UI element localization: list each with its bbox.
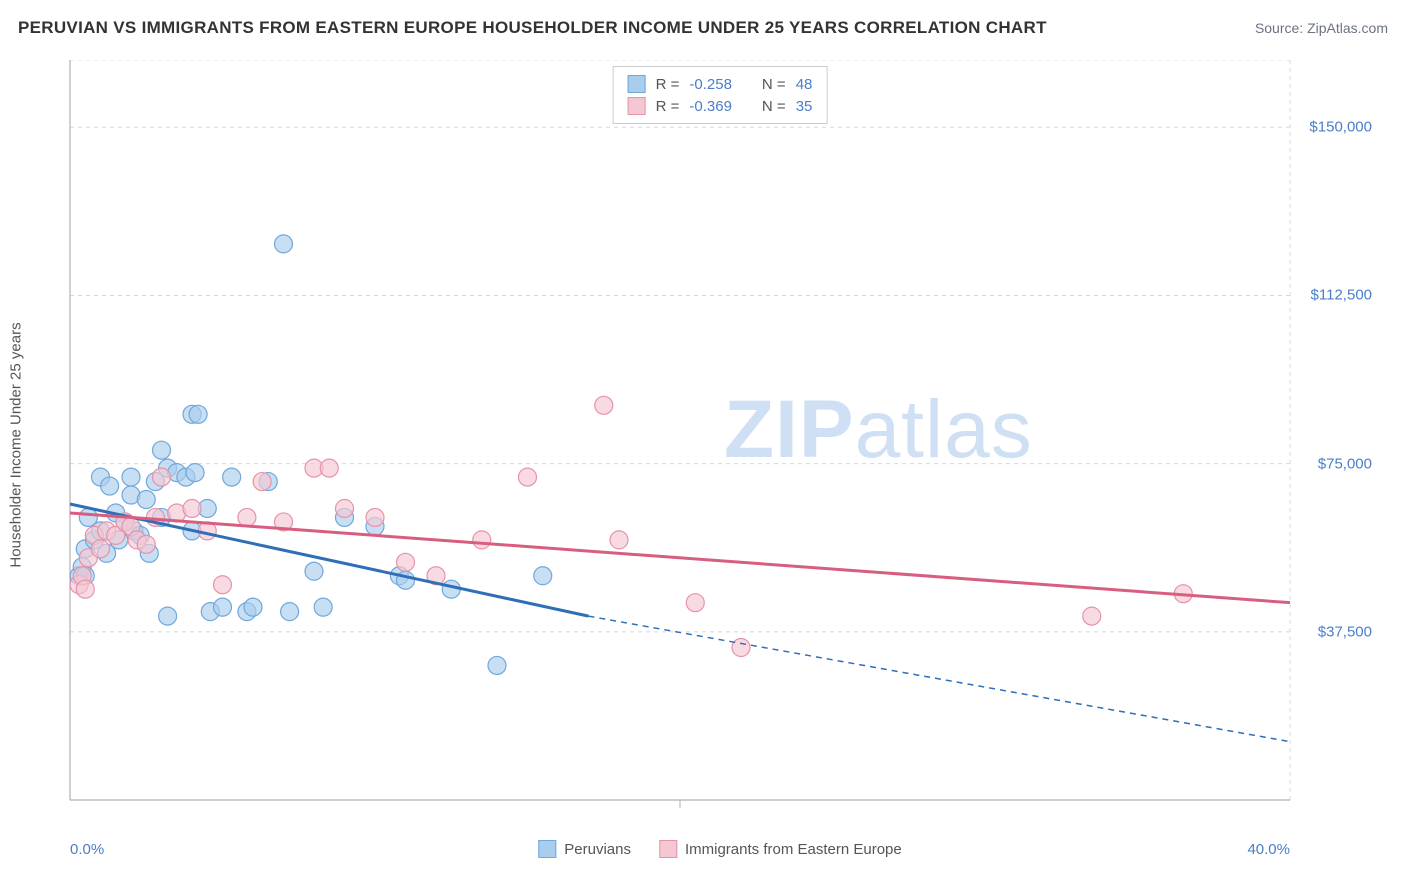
scatter-point [214,576,232,594]
scatter-point [186,464,204,482]
series-legend: Peruvians Immigrants from Eastern Europe [538,840,901,858]
legend-swatch [538,840,556,858]
chart-area: Householder Income Under 25 years ZIPatl… [60,60,1380,830]
scatter-point [153,468,171,486]
scatter-point [314,598,332,616]
scatter-point [137,535,155,553]
scatter-point [305,562,323,580]
scatter-point [336,499,354,517]
n-value: 48 [796,76,813,93]
scatter-point [253,473,271,491]
scatter-point [153,441,171,459]
chart-title: PERUVIAN VS IMMIGRANTS FROM EASTERN EURO… [18,18,1047,38]
scatter-point [519,468,537,486]
scatter-point [223,468,241,486]
scatter-point [686,594,704,612]
scatter-point [275,235,293,253]
scatter-point [534,567,552,585]
n-label: N = [762,98,786,115]
scatter-point [366,508,384,526]
scatter-plot [60,60,1380,830]
scatter-point [732,639,750,657]
y-tick-label: $112,500 [1311,287,1372,304]
legend-label: Immigrants from Eastern Europe [685,841,902,858]
scatter-point [473,531,491,549]
scatter-point [76,580,94,598]
legend-swatch [628,97,646,115]
scatter-point [122,468,140,486]
correlation-row: R = -0.258 N = 48 [628,73,813,95]
scatter-point [137,491,155,509]
chart-source: Source: ZipAtlas.com [1255,20,1388,36]
scatter-point [397,553,415,571]
correlation-legend: R = -0.258 N = 48 R = -0.369 N = 35 [613,66,828,124]
x-tick-label: 0.0% [70,841,104,858]
chart-header: PERUVIAN VS IMMIGRANTS FROM EASTERN EURO… [18,18,1388,38]
scatter-point [189,405,207,423]
y-axis-label: Householder Income Under 25 years [8,322,25,567]
scatter-point [92,540,110,558]
scatter-point [101,477,119,495]
r-label: R = [656,76,680,93]
scatter-point [183,499,201,517]
scatter-point [244,598,262,616]
legend-swatch [628,75,646,93]
legend-item: Immigrants from Eastern Europe [659,840,902,858]
scatter-point [159,607,177,625]
scatter-point [214,598,232,616]
y-tick-label: $37,500 [1318,623,1372,640]
scatter-point [488,656,506,674]
scatter-point [1083,607,1101,625]
n-value: 35 [796,98,813,115]
n-label: N = [762,76,786,93]
r-label: R = [656,98,680,115]
scatter-point [610,531,628,549]
x-tick-label: 40.0% [1247,841,1290,858]
scatter-point [595,396,613,414]
r-value: -0.369 [689,98,732,115]
scatter-point [281,603,299,621]
legend-label: Peruvians [564,841,631,858]
legend-item: Peruvians [538,840,631,858]
scatter-point [320,459,338,477]
correlation-row: R = -0.369 N = 35 [628,95,813,117]
scatter-point [238,508,256,526]
y-tick-label: $150,000 [1309,119,1372,136]
r-value: -0.258 [689,76,732,93]
legend-swatch [659,840,677,858]
y-tick-label: $75,000 [1318,455,1372,472]
